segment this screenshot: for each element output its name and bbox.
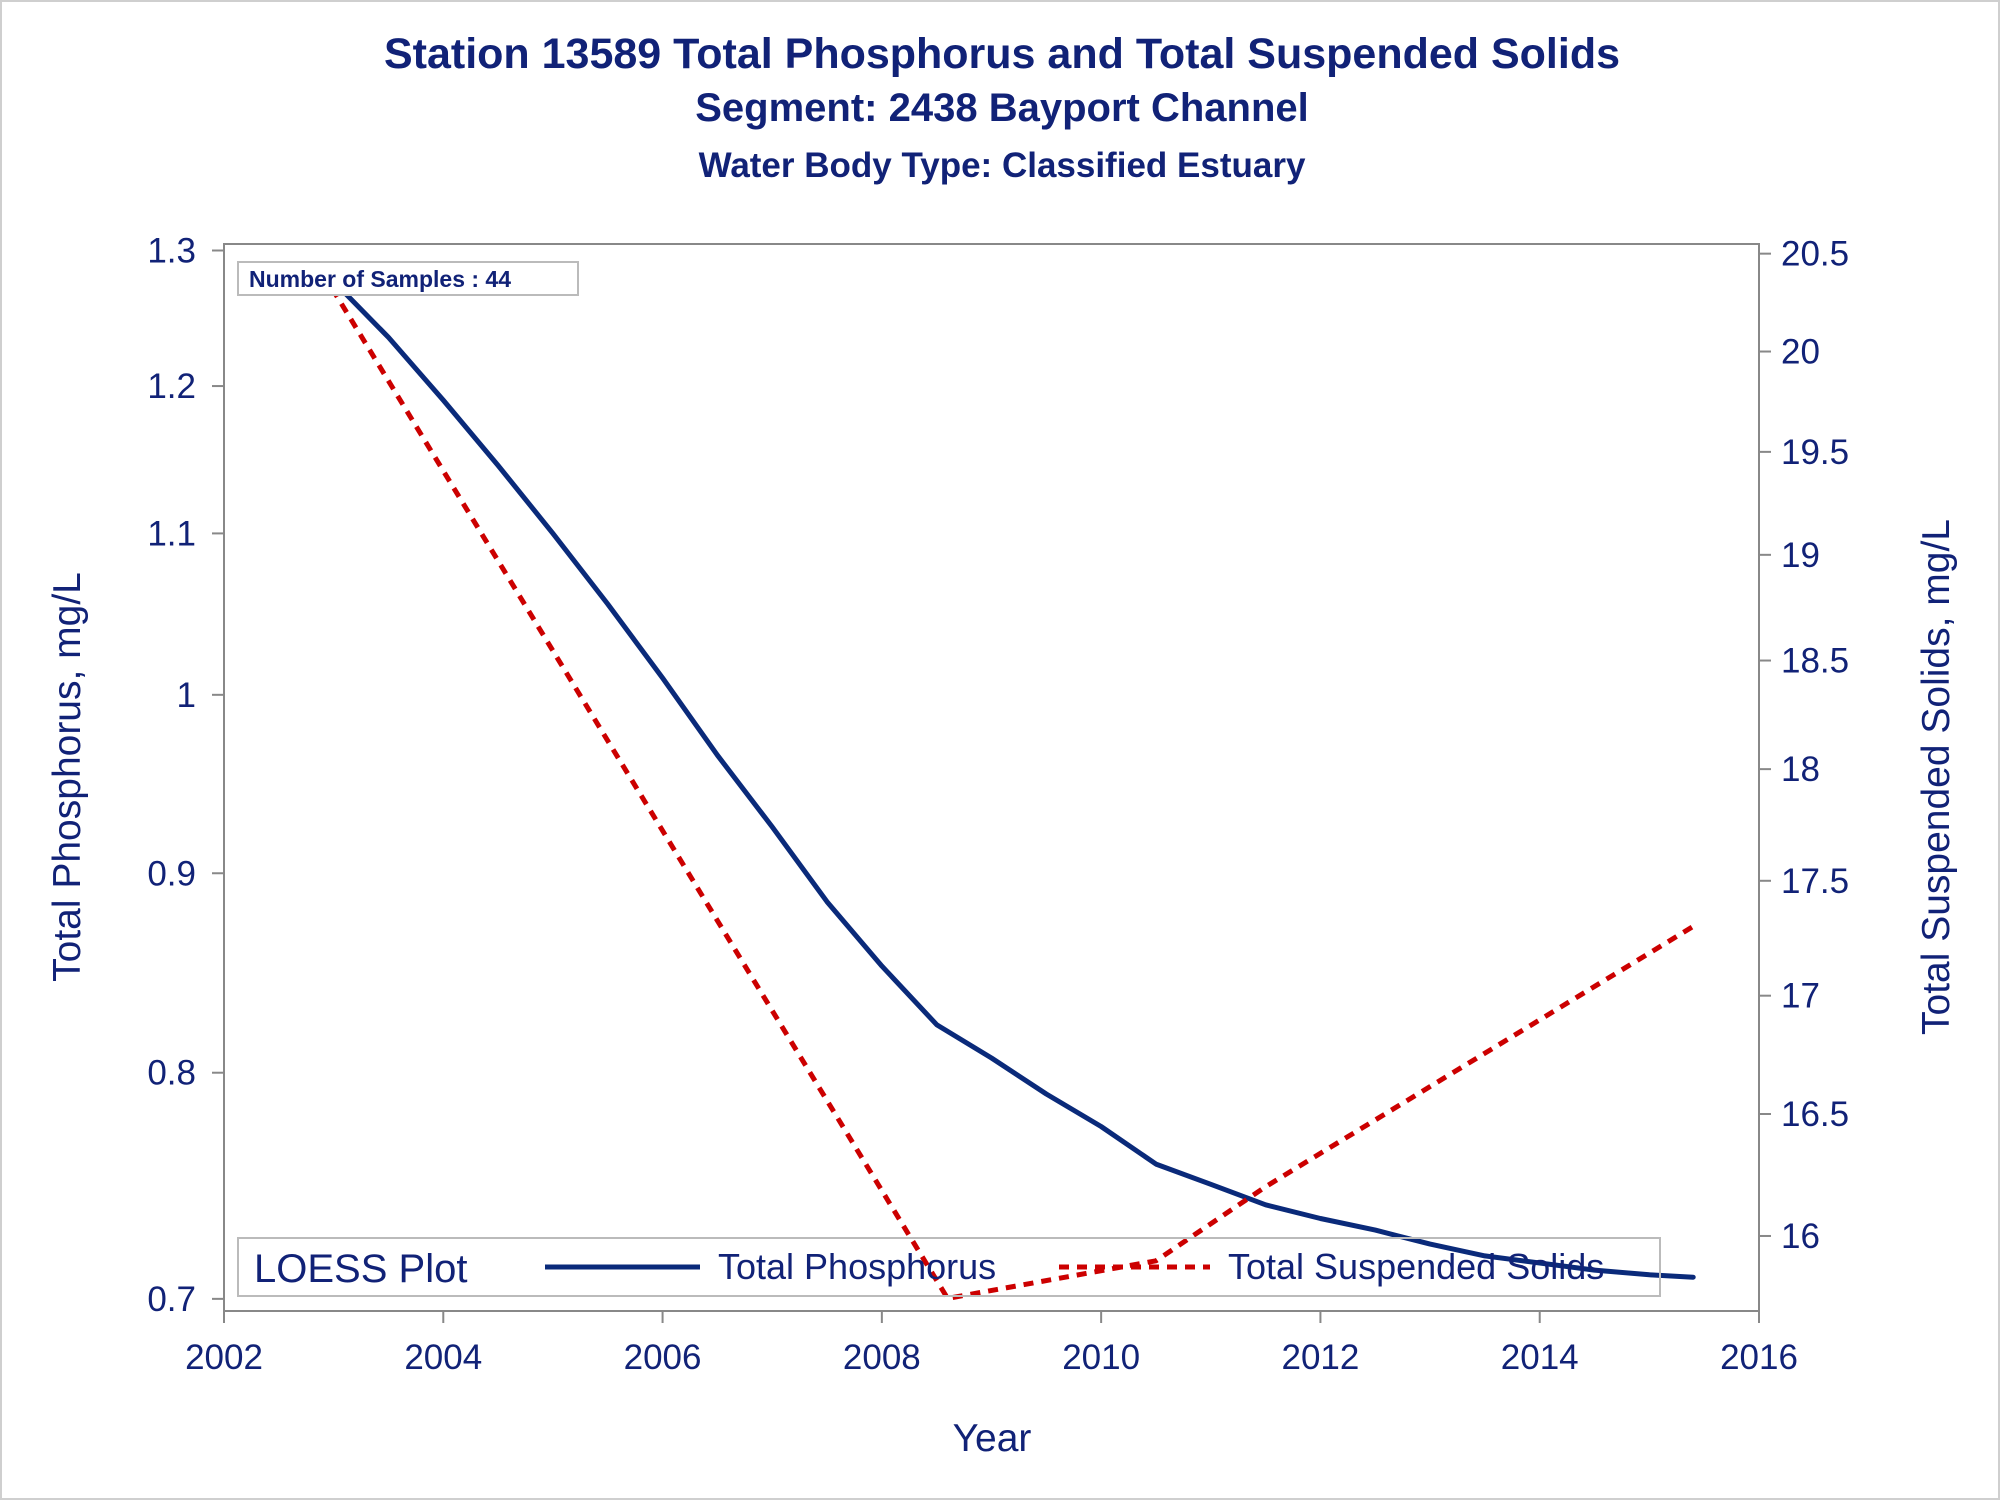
legend-label-total-suspended-solids: Total Suspended Solids — [1228, 1246, 1604, 1287]
x-axis: 2002 2004 2006 2008 2010 2012 2014 2016 — [185, 1311, 1798, 1377]
y-axis-right-label: Total Suspended Solids, mg/L — [1915, 519, 1958, 1035]
series-layer — [320, 267, 1696, 1301]
x-tick-label: 2012 — [1281, 1338, 1359, 1377]
y-right-tick-label: 16.5 — [1781, 1095, 1849, 1134]
y-left-tick-label: 1.3 — [147, 232, 196, 271]
x-tick-label: 2010 — [1062, 1338, 1140, 1377]
legend-title: LOESS Plot — [254, 1247, 467, 1291]
y-axis-right: 16 16.5 17 17.5 18 18.5 19 19.5 20 20.5 — [1759, 235, 1849, 1256]
chart-title: Station 13589 Total Phosphorus and Total… — [383, 30, 1621, 78]
x-tick-label: 2002 — [185, 1338, 263, 1377]
y-axis-left-label: Total Phosphorus, mg/L — [46, 572, 89, 982]
x-tick-label: 2016 — [1720, 1338, 1798, 1377]
y-right-tick-label: 17 — [1781, 977, 1820, 1016]
y-right-tick-label: 16 — [1781, 1217, 1820, 1256]
legend: LOESS Plot Total Phosphorus Total Suspen… — [237, 1237, 1661, 1297]
y-right-tick-label: 19.5 — [1781, 433, 1849, 472]
sample-count-text: Number of Samples : 44 — [249, 266, 511, 292]
series-total-phosphorus-line — [320, 267, 1696, 1280]
x-tick-label: 2004 — [404, 1338, 482, 1377]
y-left-tick-label: 0.9 — [147, 854, 196, 893]
y-right-tick-label: 20.5 — [1781, 235, 1849, 274]
y-axis-left: 0.7 0.8 0.9 1 1.1 1.2 1.3 — [147, 232, 224, 1319]
y-left-tick-label: 1 — [177, 676, 196, 715]
y-right-tick-label: 17.5 — [1781, 862, 1849, 901]
y-left-tick-label: 0.8 — [147, 1054, 196, 1093]
series-total-suspended-solids-line — [320, 271, 1695, 1301]
legend-label-total-phosphorus: Total Phosphorus — [718, 1246, 996, 1287]
x-tick-label: 2006 — [624, 1338, 702, 1377]
y-right-tick-label: 18 — [1781, 750, 1820, 789]
x-tick-label: 2008 — [843, 1338, 921, 1377]
chart-subtitle-2: Water Body Type: Classified Estuary — [698, 146, 1306, 185]
y-right-tick-label: 20 — [1781, 333, 1820, 372]
y-right-tick-label: 19 — [1781, 536, 1820, 575]
y-left-tick-label: 1.2 — [147, 367, 196, 406]
chart-subtitle: Segment: 2438 Bayport Channel — [695, 86, 1309, 130]
legend-box — [237, 1237, 1661, 1297]
x-tick-label: 2014 — [1501, 1338, 1579, 1377]
x-axis-label: Year — [953, 1417, 1032, 1460]
sample-count-box: Number of Samples : 44 — [237, 261, 579, 296]
y-left-tick-label: 1.1 — [147, 514, 196, 553]
y-right-tick-label: 18.5 — [1781, 642, 1849, 681]
plot-area-border — [223, 243, 1760, 1312]
y-left-tick-label: 0.7 — [147, 1280, 196, 1319]
